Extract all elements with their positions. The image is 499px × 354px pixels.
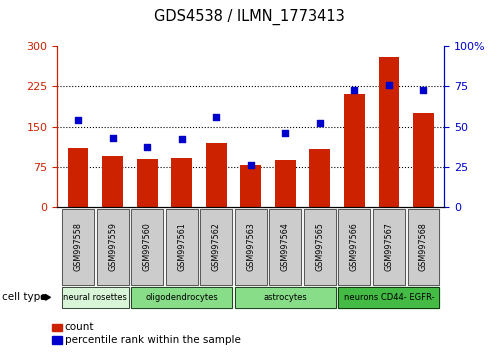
Text: GSM997560: GSM997560 xyxy=(143,223,152,271)
Bar xyxy=(309,149,330,207)
Text: GSM997561: GSM997561 xyxy=(177,223,186,271)
Text: neural rosettes: neural rosettes xyxy=(63,293,127,302)
Bar xyxy=(413,113,434,207)
Point xyxy=(178,137,186,142)
Point xyxy=(350,87,358,92)
Text: neurons CD44- EGFR-: neurons CD44- EGFR- xyxy=(344,293,434,302)
Bar xyxy=(102,156,123,207)
Text: astrocytes: astrocytes xyxy=(263,293,307,302)
Text: GSM997563: GSM997563 xyxy=(246,223,255,271)
Bar xyxy=(344,94,365,207)
Bar xyxy=(68,148,88,207)
Point xyxy=(212,114,220,120)
Text: percentile rank within the sample: percentile rank within the sample xyxy=(65,335,241,345)
Bar xyxy=(275,160,295,207)
Point xyxy=(74,117,82,123)
Text: GSM997568: GSM997568 xyxy=(419,223,428,271)
Text: GSM997565: GSM997565 xyxy=(315,222,324,272)
Text: GSM997564: GSM997564 xyxy=(281,223,290,271)
Point xyxy=(247,162,255,168)
Point xyxy=(316,120,324,126)
Text: GSM997562: GSM997562 xyxy=(212,222,221,272)
Text: cell type: cell type xyxy=(2,292,47,302)
Bar xyxy=(241,165,261,207)
Text: GDS4538 / ILMN_1773413: GDS4538 / ILMN_1773413 xyxy=(154,9,345,25)
Text: GSM997559: GSM997559 xyxy=(108,222,117,272)
Point xyxy=(109,135,117,141)
Bar xyxy=(379,57,399,207)
Text: GSM997567: GSM997567 xyxy=(384,222,393,272)
Point xyxy=(385,82,393,87)
Text: GSM997558: GSM997558 xyxy=(73,222,83,272)
Point xyxy=(143,145,151,150)
Text: oligodendrocytes: oligodendrocytes xyxy=(145,293,218,302)
Text: count: count xyxy=(65,322,94,332)
Bar xyxy=(206,143,227,207)
Bar xyxy=(137,159,158,207)
Bar xyxy=(171,158,192,207)
Text: GSM997566: GSM997566 xyxy=(350,223,359,271)
Point xyxy=(281,130,289,136)
Point xyxy=(419,87,427,92)
